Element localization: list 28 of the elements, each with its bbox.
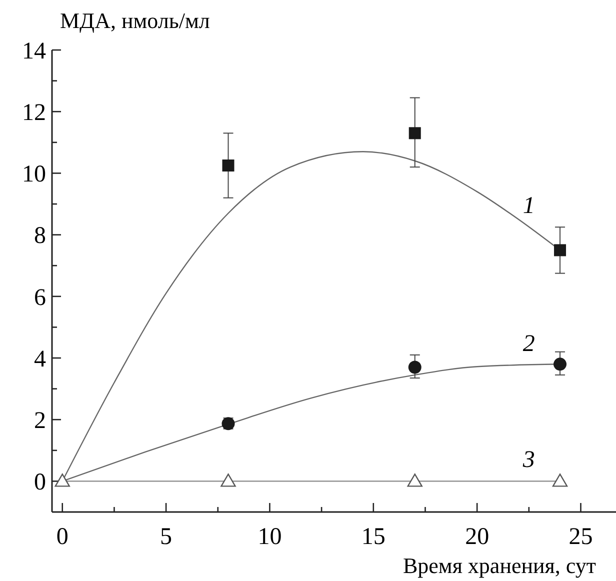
x-tick-label: 25	[568, 524, 593, 550]
y-tick-label: 8	[34, 223, 46, 250]
point	[552, 474, 568, 487]
y-tick-label: 0	[34, 470, 46, 496]
point	[222, 160, 234, 172]
series-label: 3	[522, 447, 535, 474]
series-label: 1	[522, 193, 535, 220]
y-tick-label: 2	[34, 408, 46, 434]
x-tick-label: 5	[160, 524, 172, 550]
x-tick-label: 0	[56, 524, 68, 550]
point	[408, 127, 421, 140]
point	[408, 360, 422, 374]
x-axis-title: Время хранения, сут	[402, 553, 596, 578]
x-tick-label: 20	[465, 524, 490, 550]
y-tick-label: 14	[22, 38, 46, 64]
series-label: 2	[522, 331, 535, 358]
x-tick-label: 10	[258, 524, 282, 550]
y-tick-label: 12	[22, 100, 46, 126]
y-tick-label: 4	[34, 346, 46, 372]
point	[54, 474, 70, 487]
point	[220, 474, 236, 487]
y-tick-label: 6	[34, 284, 46, 311]
x-tick-label: 15	[361, 524, 386, 550]
point	[554, 244, 566, 256]
point	[554, 358, 567, 371]
y-axis-title: МДА, нмоль/мл	[60, 8, 210, 33]
point	[407, 474, 422, 487]
y-tick-label: 10	[22, 162, 46, 188]
